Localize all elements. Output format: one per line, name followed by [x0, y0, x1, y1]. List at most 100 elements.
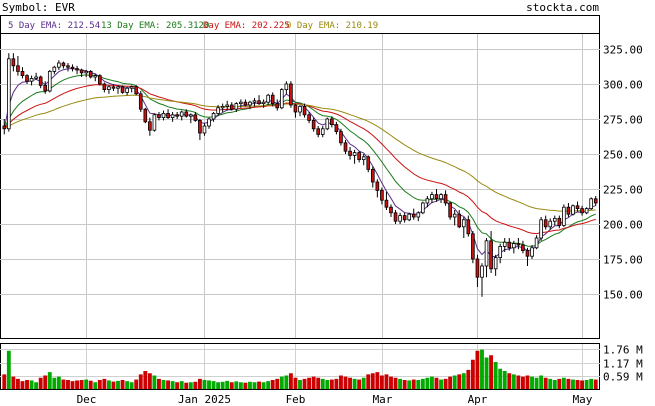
volume-bar — [188, 382, 193, 389]
volume-bar — [343, 376, 348, 389]
volume-bar — [525, 375, 530, 389]
volume-bar — [325, 380, 330, 389]
candle-down — [175, 114, 179, 117]
volume-bar — [161, 380, 166, 389]
candle-down — [102, 83, 107, 90]
candle-up — [461, 219, 466, 228]
candle-down — [366, 156, 371, 170]
volume-bar — [389, 376, 393, 389]
candle-down — [257, 100, 261, 105]
candle-up — [29, 78, 34, 82]
candle-down — [98, 75, 102, 85]
volume-bar — [56, 376, 61, 389]
legend-ema-50: 0 Day EMA: 210.19 — [286, 21, 378, 31]
candle-down — [475, 258, 480, 278]
price-axis-labels: 325.00 300.00 275.00 250.00 225.00 200.00 175.… — [603, 44, 643, 302]
volume-bar — [11, 376, 16, 389]
candle-up — [207, 118, 211, 127]
ema-50-line — [4, 94, 596, 212]
candle-up — [530, 247, 534, 257]
volume-bar — [147, 373, 152, 389]
candle-down — [516, 243, 521, 246]
candle-up — [502, 241, 507, 247]
candle-up — [116, 86, 120, 89]
volume-bar — [361, 377, 366, 389]
volume-bar — [334, 378, 339, 389]
price-tick-label: 225.00 — [603, 184, 643, 197]
volume-bar — [261, 382, 266, 389]
candle-down — [348, 150, 352, 156]
candle-down — [270, 94, 275, 104]
volume-bar — [25, 380, 29, 389]
volume-bar — [329, 379, 334, 389]
candle-up — [398, 215, 402, 222]
volume-bar — [379, 375, 384, 389]
volume-bar — [184, 382, 189, 389]
candle-down — [357, 152, 361, 161]
candle-down — [229, 104, 234, 110]
candle-up — [571, 205, 575, 215]
volume-bar — [416, 380, 421, 389]
volume-bar — [125, 381, 130, 389]
volume-bar — [339, 375, 343, 389]
volume-bar — [370, 373, 375, 389]
volume-bar — [393, 377, 398, 389]
candle-up — [7, 58, 11, 130]
price-tick-label: 150.00 — [603, 289, 643, 302]
date-tick-label: Apr — [468, 393, 488, 406]
candle-down — [411, 213, 416, 218]
candle-down — [70, 66, 75, 69]
candle-down — [157, 114, 161, 119]
volume-bar — [29, 380, 34, 389]
volume-bar — [202, 380, 207, 389]
volume-bar — [448, 376, 453, 389]
volume-bars — [2, 349, 598, 389]
volume-bar — [402, 380, 407, 389]
volume-bar — [284, 375, 289, 389]
volume-bar — [97, 380, 102, 389]
volume-bar — [193, 381, 198, 389]
candle-down — [507, 241, 512, 249]
candle-up — [284, 83, 289, 90]
candle-up — [279, 89, 284, 109]
volume-bar — [207, 380, 211, 389]
volume-bar — [530, 376, 534, 389]
candle-down — [134, 86, 139, 95]
volume-bar — [434, 377, 439, 389]
candle-down — [434, 194, 439, 200]
candle-down — [198, 120, 202, 134]
candle-down — [88, 71, 93, 78]
candle-down — [275, 103, 280, 109]
volume-bar — [138, 374, 143, 389]
candle-down — [443, 194, 448, 204]
symbol-label: Symbol: EVR — [2, 1, 75, 14]
price-tick-label: 175.00 — [603, 254, 643, 267]
candle-down — [466, 219, 471, 235]
volume-bar — [270, 380, 275, 389]
candle-up — [562, 206, 566, 226]
volume-bar — [211, 381, 216, 389]
volume-bar — [357, 379, 362, 389]
site-watermark: stockta.com — [526, 1, 599, 14]
volume-bar — [557, 378, 562, 389]
candles — [2, 53, 598, 297]
candle-up — [430, 194, 434, 200]
price-grid — [0, 34, 600, 338]
candle-down — [402, 215, 407, 221]
volume-bar — [111, 381, 116, 389]
candle-down — [525, 250, 530, 257]
candle-up — [220, 106, 225, 109]
volume-bar — [375, 372, 380, 389]
volume-bar — [298, 380, 302, 389]
date-tick-label: May — [573, 393, 593, 406]
volume-bar — [539, 375, 544, 389]
volume-bar — [6, 350, 11, 389]
ema-13-line — [3, 74, 596, 247]
candle-down — [43, 85, 48, 92]
volume-bar — [216, 382, 221, 389]
candle-up — [216, 107, 220, 114]
candle-up — [584, 208, 589, 214]
price-tick-label: 300.00 — [603, 79, 643, 92]
candle-up — [129, 86, 134, 89]
candle-up — [352, 152, 357, 156]
